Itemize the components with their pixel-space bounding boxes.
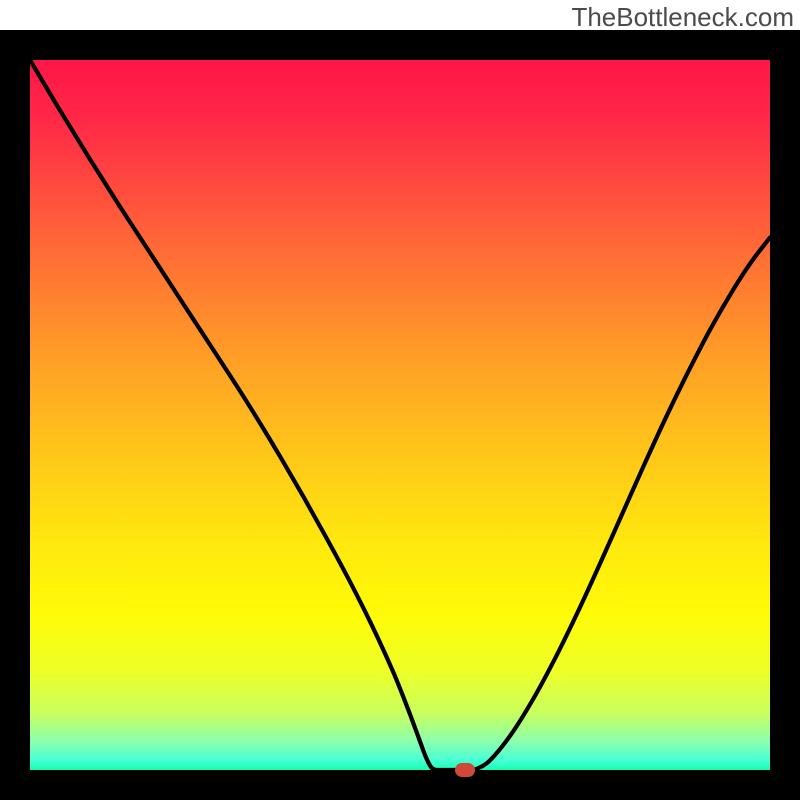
bottleneck-curve: [0, 0, 800, 800]
chart-container: TheBottleneck.com: [0, 0, 800, 800]
current-point-marker: [455, 763, 475, 777]
watermark-text: TheBottleneck.com: [571, 2, 794, 33]
